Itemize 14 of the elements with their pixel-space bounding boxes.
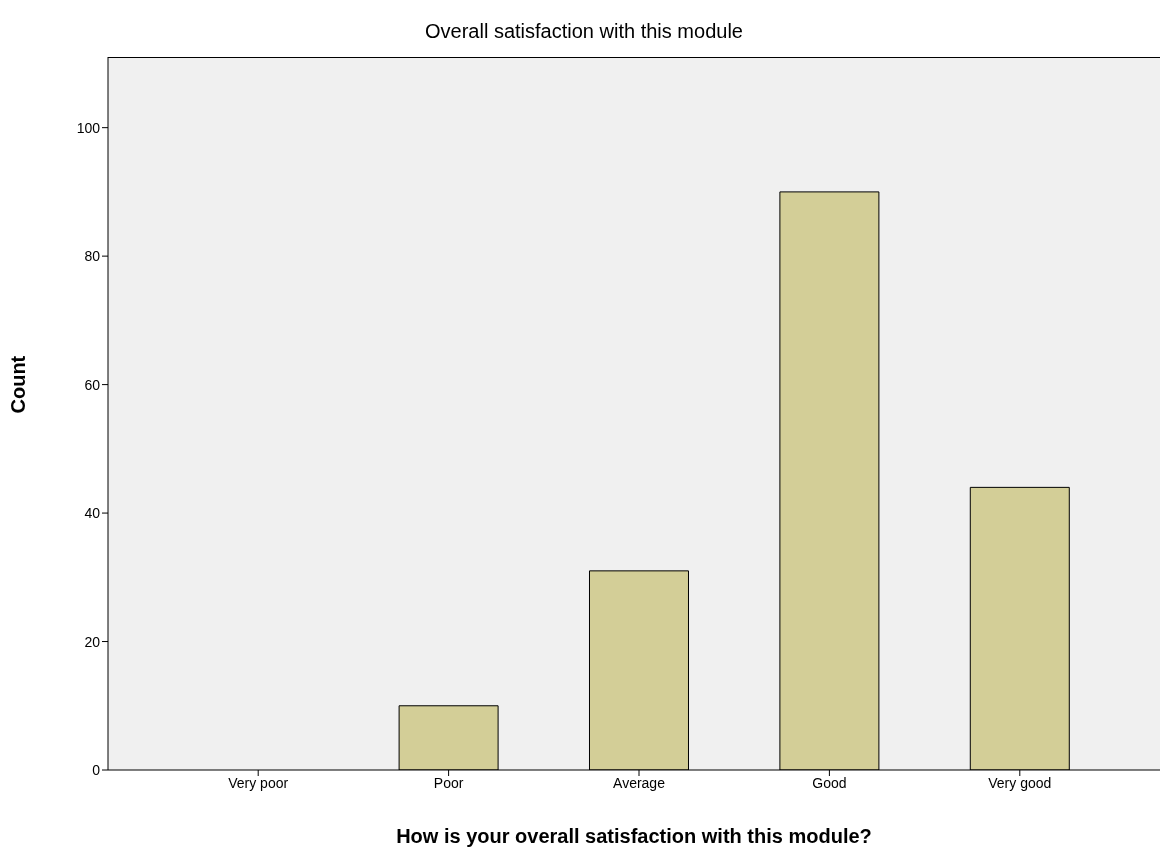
chart-title: Overall satisfaction with this module [424, 20, 744, 43]
y-tick-label: 80 [84, 248, 101, 265]
x-tick-label: Good [812, 774, 847, 791]
x-tick-label: Average [613, 774, 666, 791]
x-axis-title: How is your overall satisfaction with this module? [396, 825, 872, 847]
x-tick-label: Very poor [228, 774, 289, 791]
y-tick-label: 40 [84, 505, 101, 522]
x-tick-label: Poor [433, 774, 464, 791]
y-tick-label: 100 [76, 119, 101, 136]
y-axis-title: Count [7, 355, 30, 414]
y-tick-label: 0 [92, 761, 101, 778]
x-tick-label: Very good [988, 774, 1052, 791]
y-tick-label: 20 [84, 633, 101, 650]
y-tick-label: 60 [84, 376, 101, 393]
